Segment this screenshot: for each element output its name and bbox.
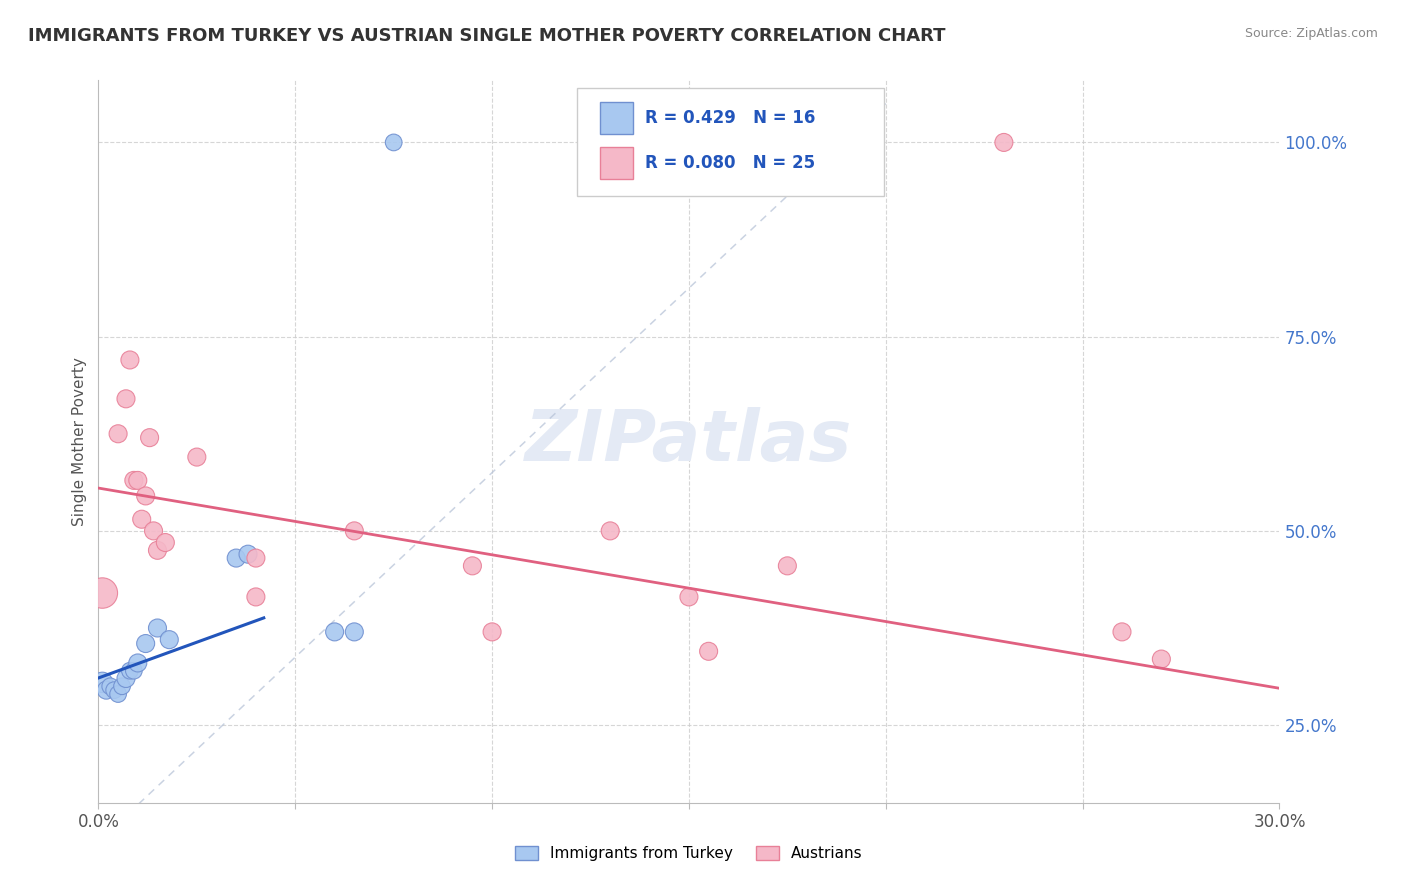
Point [481,624,503,639]
Point [461,558,484,573]
Point [122,664,145,678]
Point [111,679,134,693]
Point [236,547,259,561]
Point [127,474,149,488]
Point [245,551,267,566]
Legend: Immigrants from Turkey, Austrians: Immigrants from Turkey, Austrians [509,840,869,867]
Text: IMMIGRANTS FROM TURKEY VS AUSTRIAN SINGLE MOTHER POVERTY CORRELATION CHART: IMMIGRANTS FROM TURKEY VS AUSTRIAN SINGL… [28,27,946,45]
Point [186,450,208,464]
Y-axis label: Single Mother Poverty: Single Mother Poverty [72,357,87,526]
Point [91,675,114,690]
Point [225,551,247,566]
Point [245,590,267,604]
Point [146,543,169,558]
Point [1150,652,1173,666]
Point [115,392,138,406]
Point [697,644,720,658]
Point [135,489,157,503]
Point [323,624,346,639]
Point [98,679,121,693]
Point [122,474,145,488]
Point [146,621,169,635]
Point [91,586,114,600]
FancyBboxPatch shape [600,102,634,135]
Point [118,664,141,678]
Point [343,624,366,639]
Point [96,683,118,698]
Point [118,353,141,368]
Point [115,672,138,686]
FancyBboxPatch shape [600,147,634,179]
Text: ZIPatlas: ZIPatlas [526,407,852,476]
Point [135,636,157,650]
Point [103,683,125,698]
Point [157,632,180,647]
Point [127,656,149,670]
Point [155,535,177,549]
Point [343,524,366,538]
Point [1111,624,1133,639]
Point [776,558,799,573]
Text: R = 0.429   N = 16: R = 0.429 N = 16 [645,109,815,128]
Point [107,426,129,441]
Point [993,136,1015,150]
Point [599,524,621,538]
Point [107,687,129,701]
Point [382,136,405,150]
Point [142,524,165,538]
Point [678,590,700,604]
Text: Source: ZipAtlas.com: Source: ZipAtlas.com [1244,27,1378,40]
Point [138,431,160,445]
Point [131,512,153,526]
FancyBboxPatch shape [576,87,884,196]
Text: R = 0.080   N = 25: R = 0.080 N = 25 [645,154,815,172]
Point [619,136,641,150]
